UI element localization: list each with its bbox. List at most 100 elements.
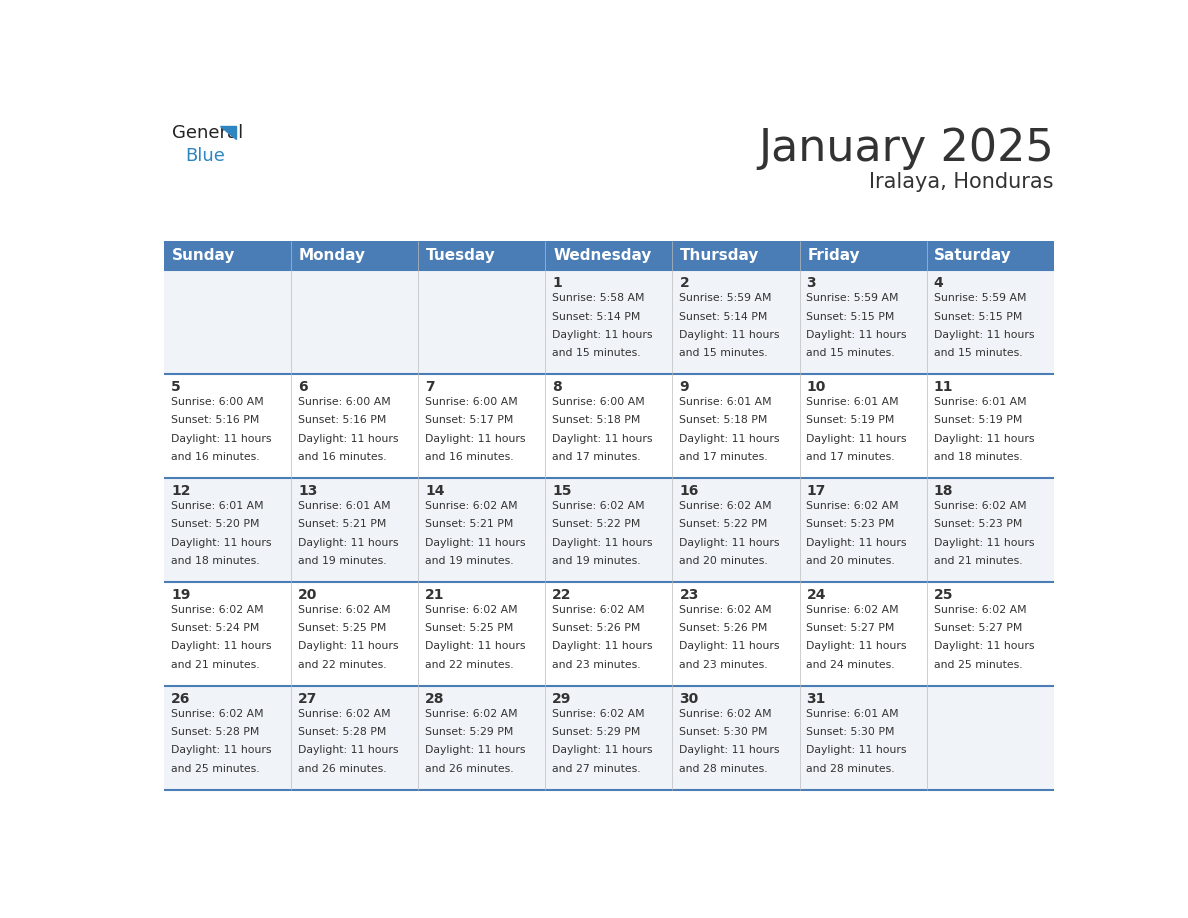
Text: 8: 8 — [552, 380, 562, 394]
Text: Sunrise: 6:02 AM: Sunrise: 6:02 AM — [934, 605, 1026, 615]
Text: and 26 minutes.: and 26 minutes. — [425, 764, 513, 774]
Text: and 19 minutes.: and 19 minutes. — [552, 555, 640, 565]
Bar — [291, 241, 418, 270]
Bar — [164, 270, 291, 375]
Text: 12: 12 — [171, 484, 190, 498]
Text: Sunrise: 6:02 AM: Sunrise: 6:02 AM — [425, 501, 518, 511]
Bar — [418, 478, 545, 582]
Text: Daylight: 11 hours: Daylight: 11 hours — [552, 745, 652, 756]
Text: Daylight: 11 hours: Daylight: 11 hours — [552, 330, 652, 340]
Text: Daylight: 11 hours: Daylight: 11 hours — [934, 330, 1034, 340]
Text: 9: 9 — [680, 380, 689, 394]
Bar — [545, 478, 672, 582]
Bar — [800, 270, 927, 375]
Text: Blue: Blue — [185, 147, 226, 165]
Text: General: General — [172, 124, 244, 142]
Bar — [291, 582, 418, 686]
Text: 10: 10 — [807, 380, 826, 394]
Text: Sunrise: 5:59 AM: Sunrise: 5:59 AM — [680, 294, 772, 304]
Text: Tuesday: Tuesday — [426, 248, 495, 263]
Text: 5: 5 — [171, 380, 181, 394]
Text: and 18 minutes.: and 18 minutes. — [934, 452, 1022, 462]
Text: 28: 28 — [425, 691, 444, 706]
Text: Sunset: 5:21 PM: Sunset: 5:21 PM — [298, 520, 386, 530]
Text: Sunset: 5:16 PM: Sunset: 5:16 PM — [171, 416, 259, 425]
Bar — [927, 241, 1054, 270]
Text: and 21 minutes.: and 21 minutes. — [934, 555, 1022, 565]
Text: Sunset: 5:14 PM: Sunset: 5:14 PM — [552, 311, 640, 321]
Text: and 25 minutes.: and 25 minutes. — [171, 764, 260, 774]
Text: and 20 minutes.: and 20 minutes. — [680, 555, 769, 565]
Bar — [672, 375, 800, 478]
Text: 2: 2 — [680, 275, 689, 290]
Text: and 22 minutes.: and 22 minutes. — [425, 659, 513, 669]
Bar — [672, 686, 800, 790]
Text: and 16 minutes.: and 16 minutes. — [298, 452, 387, 462]
Text: Sunset: 5:30 PM: Sunset: 5:30 PM — [680, 727, 767, 737]
Bar — [418, 686, 545, 790]
Text: Sunset: 5:26 PM: Sunset: 5:26 PM — [680, 623, 767, 633]
Text: 14: 14 — [425, 484, 444, 498]
Text: 27: 27 — [298, 691, 317, 706]
Text: Sunrise: 6:02 AM: Sunrise: 6:02 AM — [552, 710, 645, 719]
Text: Daylight: 11 hours: Daylight: 11 hours — [425, 538, 525, 547]
Bar — [164, 375, 291, 478]
Text: and 16 minutes.: and 16 minutes. — [425, 452, 513, 462]
Text: Sunrise: 6:00 AM: Sunrise: 6:00 AM — [552, 397, 645, 408]
Text: Daylight: 11 hours: Daylight: 11 hours — [934, 538, 1034, 547]
Text: and 24 minutes.: and 24 minutes. — [807, 659, 895, 669]
Bar — [545, 582, 672, 686]
Text: Sunrise: 6:02 AM: Sunrise: 6:02 AM — [680, 605, 772, 615]
Text: and 26 minutes.: and 26 minutes. — [298, 764, 387, 774]
Text: Sunset: 5:23 PM: Sunset: 5:23 PM — [934, 520, 1022, 530]
Text: Daylight: 11 hours: Daylight: 11 hours — [298, 745, 399, 756]
Text: 24: 24 — [807, 588, 826, 601]
Bar — [545, 270, 672, 375]
Text: and 17 minutes.: and 17 minutes. — [807, 452, 895, 462]
Text: 31: 31 — [807, 691, 826, 706]
Text: Sunset: 5:22 PM: Sunset: 5:22 PM — [552, 520, 640, 530]
Text: Sunset: 5:27 PM: Sunset: 5:27 PM — [807, 623, 895, 633]
Text: Iralaya, Honduras: Iralaya, Honduras — [870, 172, 1054, 192]
Text: Daylight: 11 hours: Daylight: 11 hours — [552, 538, 652, 547]
Bar — [927, 270, 1054, 375]
Text: Daylight: 11 hours: Daylight: 11 hours — [425, 745, 525, 756]
Text: Sunset: 5:19 PM: Sunset: 5:19 PM — [934, 416, 1022, 425]
Text: Sunrise: 6:01 AM: Sunrise: 6:01 AM — [807, 397, 899, 408]
Text: and 18 minutes.: and 18 minutes. — [171, 555, 260, 565]
Text: Daylight: 11 hours: Daylight: 11 hours — [934, 642, 1034, 652]
Text: Sunrise: 6:02 AM: Sunrise: 6:02 AM — [298, 710, 391, 719]
Text: 6: 6 — [298, 380, 308, 394]
Text: and 22 minutes.: and 22 minutes. — [298, 659, 387, 669]
Text: Sunrise: 5:59 AM: Sunrise: 5:59 AM — [807, 294, 899, 304]
Text: 30: 30 — [680, 691, 699, 706]
Text: Sunrise: 6:02 AM: Sunrise: 6:02 AM — [680, 710, 772, 719]
Bar — [927, 375, 1054, 478]
Bar — [291, 478, 418, 582]
Text: and 28 minutes.: and 28 minutes. — [807, 764, 895, 774]
Text: and 21 minutes.: and 21 minutes. — [171, 659, 260, 669]
Text: Sunrise: 6:02 AM: Sunrise: 6:02 AM — [171, 710, 264, 719]
Text: Sunrise: 6:01 AM: Sunrise: 6:01 AM — [934, 397, 1026, 408]
Text: Daylight: 11 hours: Daylight: 11 hours — [807, 433, 906, 443]
Text: Sunrise: 6:00 AM: Sunrise: 6:00 AM — [298, 397, 391, 408]
Text: Saturday: Saturday — [934, 248, 1012, 263]
Text: Sunset: 5:24 PM: Sunset: 5:24 PM — [171, 623, 259, 633]
Text: Sunset: 5:28 PM: Sunset: 5:28 PM — [298, 727, 386, 737]
Bar — [800, 241, 927, 270]
Text: Daylight: 11 hours: Daylight: 11 hours — [807, 745, 906, 756]
Text: Sunset: 5:23 PM: Sunset: 5:23 PM — [807, 520, 895, 530]
Text: and 23 minutes.: and 23 minutes. — [552, 659, 640, 669]
Text: and 17 minutes.: and 17 minutes. — [552, 452, 640, 462]
Text: 26: 26 — [171, 691, 190, 706]
Text: and 20 minutes.: and 20 minutes. — [807, 555, 896, 565]
Text: Sunset: 5:21 PM: Sunset: 5:21 PM — [425, 520, 513, 530]
Text: Sunrise: 6:01 AM: Sunrise: 6:01 AM — [807, 710, 899, 719]
Bar — [672, 270, 800, 375]
Text: Sunset: 5:18 PM: Sunset: 5:18 PM — [680, 416, 767, 425]
Bar — [164, 241, 291, 270]
Bar — [800, 478, 927, 582]
Text: Daylight: 11 hours: Daylight: 11 hours — [298, 538, 399, 547]
Text: Sunset: 5:26 PM: Sunset: 5:26 PM — [552, 623, 640, 633]
Text: Sunrise: 6:02 AM: Sunrise: 6:02 AM — [425, 710, 518, 719]
